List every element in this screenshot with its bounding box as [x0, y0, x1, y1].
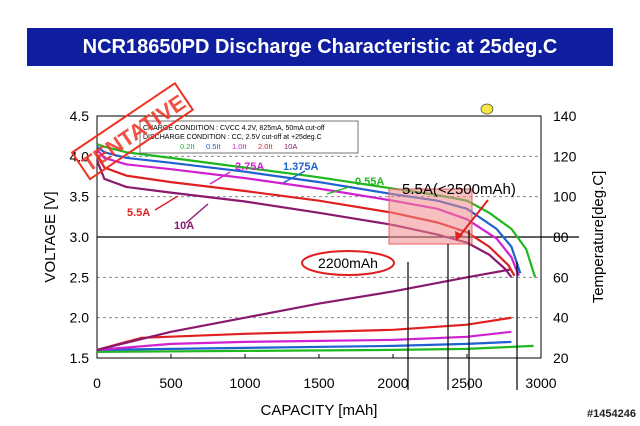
y-tick-label: 2.0 — [70, 310, 90, 326]
y-tick-label: 3.0 — [70, 229, 90, 245]
series-label-0.55a: 0.55A — [355, 176, 384, 188]
callout-arrow-line — [457, 199, 489, 239]
legend-entry: 0.2It — [180, 142, 196, 151]
grid-lines — [97, 155, 579, 319]
y-axis-label: VOLTAGE [V] — [42, 191, 59, 282]
y2-tick-label: 120 — [553, 148, 577, 164]
y2-tick-label: 100 — [553, 189, 577, 205]
series-pointer-line — [154, 195, 179, 211]
series-pointer-line — [185, 203, 209, 224]
y-tick-label: 3.5 — [70, 189, 90, 205]
y-tick-label: 4.0 — [70, 148, 90, 164]
series-label-2.75a: 2.75A — [235, 161, 264, 173]
y-tick-label: 1.5 — [70, 350, 90, 366]
legend-entry: 2.0It — [258, 142, 274, 151]
y2-tick-label: 60 — [553, 269, 569, 285]
x-tick-label: 0 — [93, 375, 101, 391]
voltage-line-2.75a — [96, 149, 520, 277]
text-labels: CAPACITY [mAh] VOLTAGE [V] Temperature[deg… — [42, 161, 607, 419]
callout-arrow-head — [455, 231, 463, 241]
y2-tick-label: 20 — [553, 350, 569, 366]
voltage-line-10a — [95, 159, 513, 278]
y2-tick-label: 40 — [553, 310, 569, 326]
condition-box — [139, 120, 359, 154]
series-label-1.375a: 1.375A — [283, 161, 319, 173]
watermark-text: #1454246 — [587, 408, 636, 420]
comment-icon — [480, 103, 494, 115]
y-tick-label: 4.5 — [70, 108, 90, 124]
series-label-5.5a: 5.5A — [127, 207, 150, 219]
x-tick-label: 3000 — [525, 375, 556, 391]
capacity-note-oval — [301, 250, 395, 276]
y-tick-label: 2.5 — [70, 269, 90, 285]
temperature-line-2.75a — [96, 330, 512, 351]
voltage-line-5.5a — [96, 154, 516, 277]
temperature-line-1.375a — [96, 340, 512, 351]
discharge-condition-text: DISCHARGE CONDITION : CC, 2.5V cut-off a… — [143, 134, 322, 141]
legend-entry: 1.0It — [232, 142, 248, 151]
y2-tick-label: 140 — [553, 108, 577, 124]
legend-entry: 0.5It — [206, 142, 222, 151]
callout-text: 5.5A(<2500mAh) — [402, 181, 516, 198]
chart-title: NCR18650PD Discharge Characteristic at 2… — [27, 28, 613, 66]
charge-condition-text: CHARGE CONDITION : CVCC 4.2V, 825mA, 50m… — [143, 125, 325, 132]
axis-ticks: 1.5 2.0 2.5 3.0 3.5 4.0 4.5 20 40 60 80 100 120 140 0 5… — [70, 108, 577, 391]
y2-tick-label: 80 — [553, 229, 569, 245]
series-label-10a: 10A — [174, 220, 194, 232]
x-axis-label: CAPACITY [mAh] — [261, 402, 378, 419]
temperature-line-0.55a — [96, 344, 534, 353]
series-pointer-line — [209, 171, 231, 185]
series-pointer-line — [282, 170, 306, 184]
y2-axis-label: Temperature[deg.C] — [590, 171, 607, 304]
capacity-note-text: 2200mAh — [318, 255, 378, 271]
series-pointer-line — [326, 186, 350, 195]
x-tick-label: 2500 — [451, 375, 482, 391]
legend-entry: 10A — [284, 142, 297, 151]
stamp-border — [70, 81, 195, 181]
temperature-lines — [96, 268, 534, 353]
x-tick-label: 500 — [159, 375, 183, 391]
x-tick-label: 1000 — [229, 375, 260, 391]
temperature-line-10a — [96, 268, 512, 351]
x-tick-label: 1500 — [303, 375, 334, 391]
x-tick-label: 2000 — [377, 375, 408, 391]
